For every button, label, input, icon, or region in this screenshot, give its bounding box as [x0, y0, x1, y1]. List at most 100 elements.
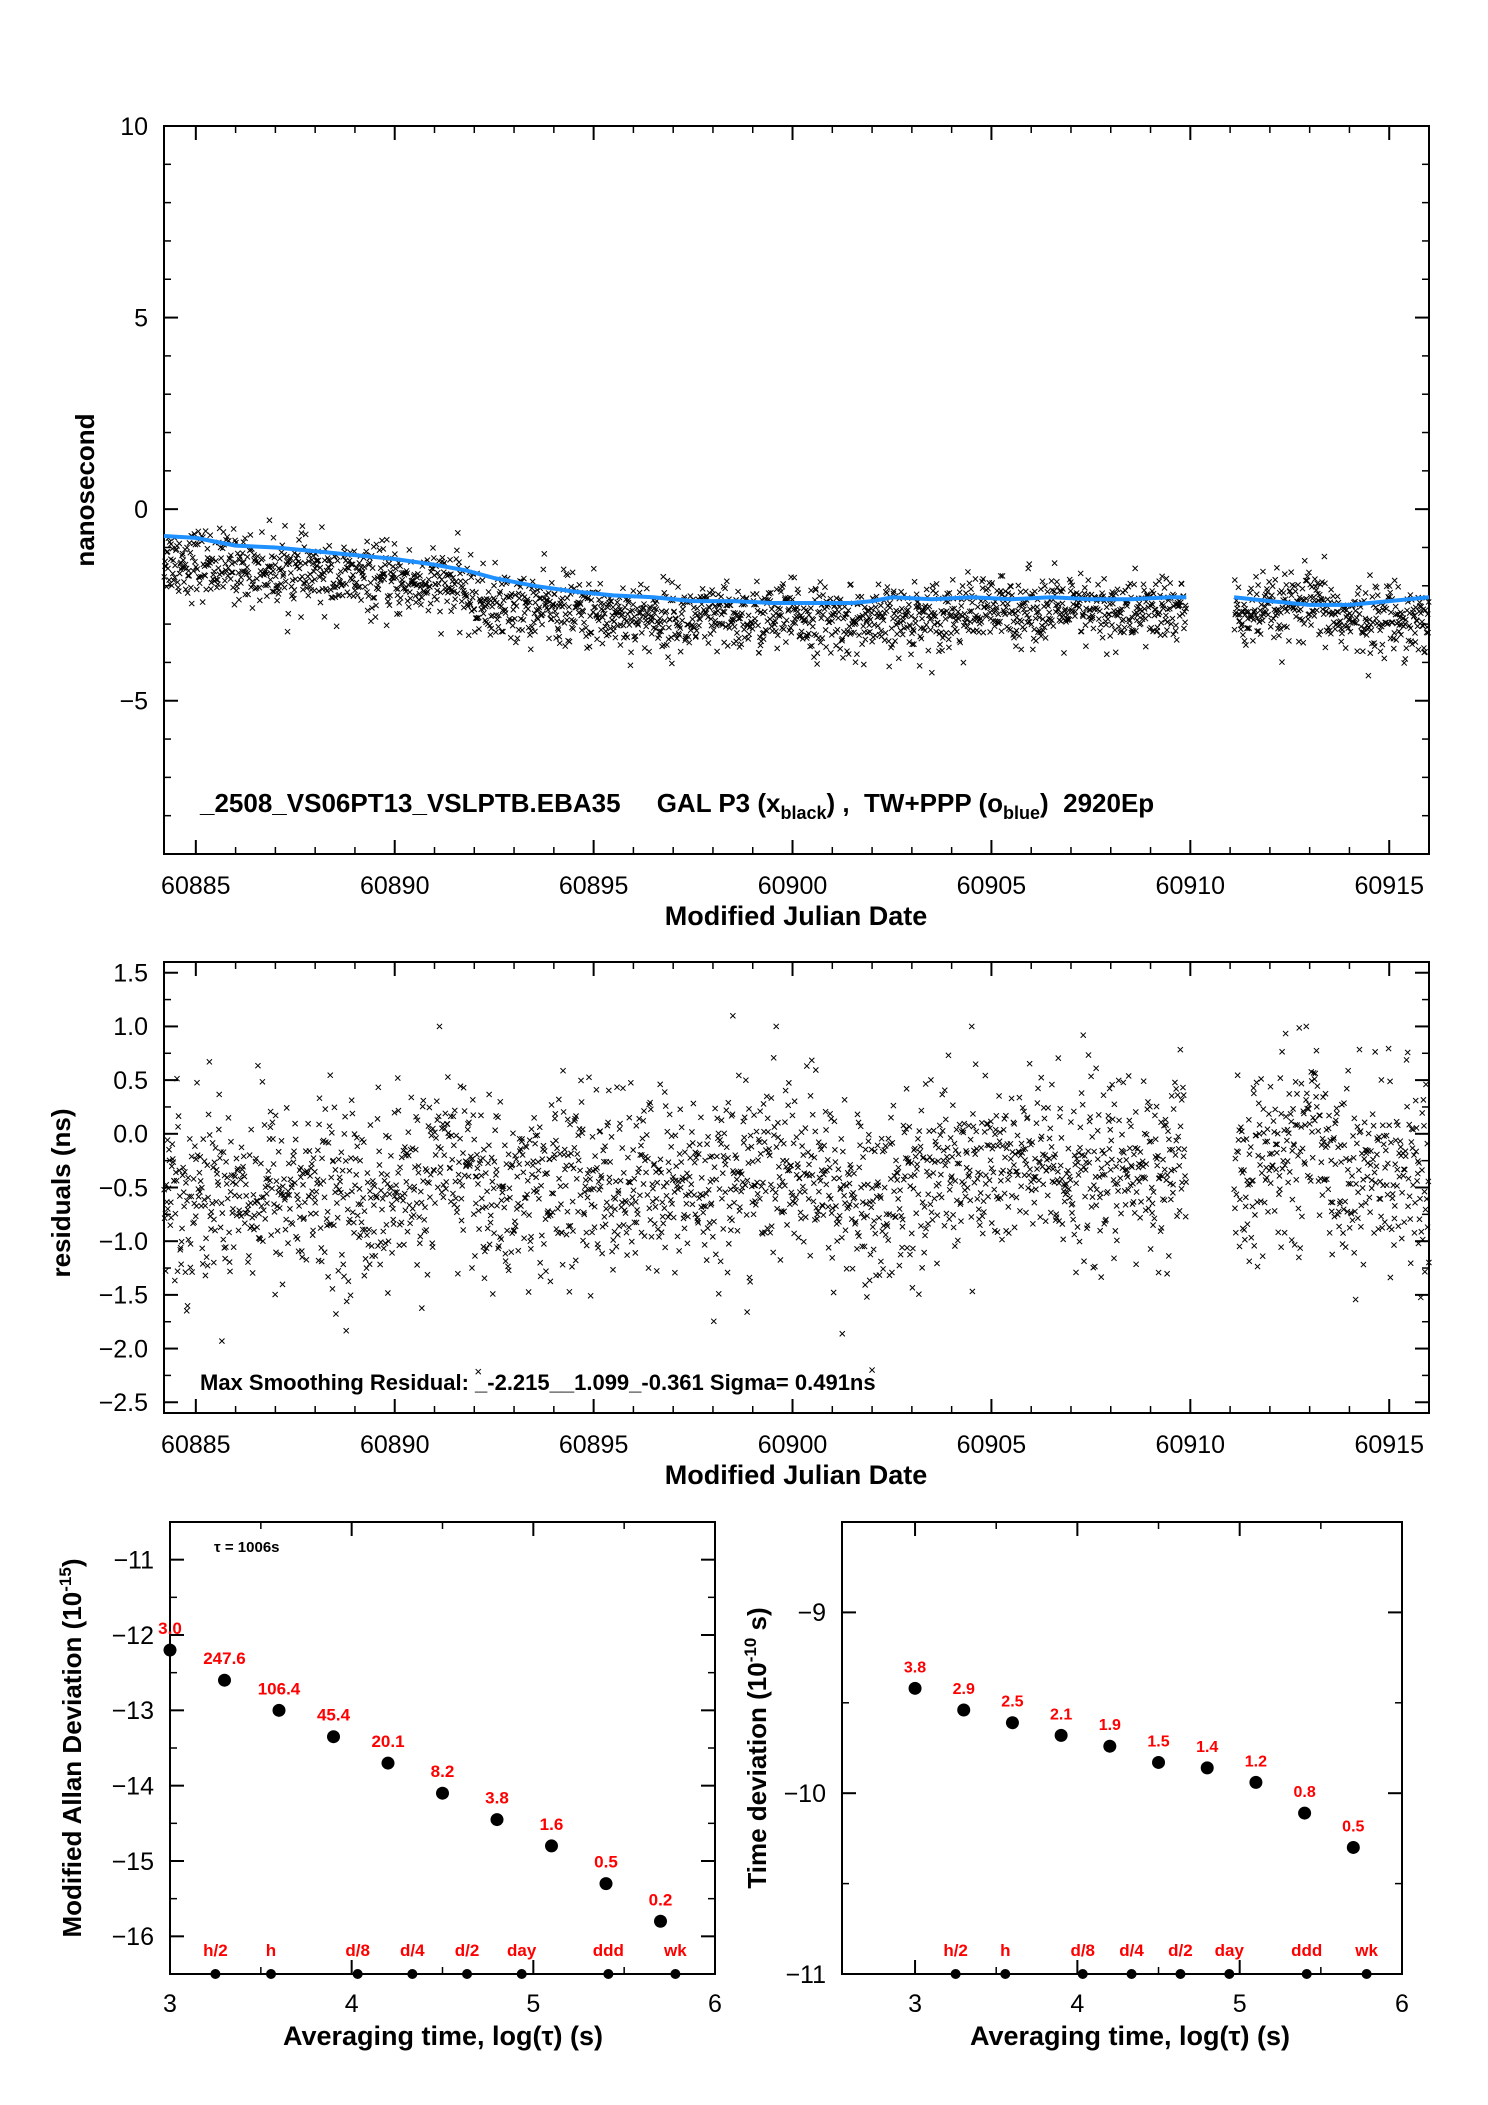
residual-point — [552, 1110, 559, 1117]
residual-point — [865, 1138, 872, 1145]
measurement-point — [999, 573, 1006, 579]
residual-point — [245, 1259, 251, 1266]
residual-point — [361, 1208, 368, 1215]
measurement-point — [956, 637, 963, 644]
residual-point — [276, 1184, 283, 1191]
measurement-point — [1112, 590, 1119, 597]
residual-point — [1069, 1209, 1075, 1216]
residual-point — [234, 1167, 241, 1174]
residual-point — [614, 1231, 621, 1238]
residual-point — [637, 1151, 644, 1158]
residual-point — [677, 1106, 684, 1113]
measurement-point — [1009, 592, 1016, 599]
residual-point — [907, 1183, 914, 1190]
measurement-point — [890, 615, 896, 622]
measurement-point — [508, 590, 515, 597]
residual-point — [931, 1195, 938, 1202]
residual-point — [223, 1180, 230, 1187]
measurement-point — [1322, 644, 1329, 651]
measurement-point — [632, 633, 639, 640]
measurement-point — [1096, 608, 1103, 615]
residual-point — [1113, 1202, 1120, 1209]
measurement-point — [172, 562, 179, 569]
measurement-point — [1299, 585, 1306, 592]
residual-point — [1236, 1196, 1243, 1203]
residual-point — [1056, 1113, 1063, 1120]
residual-point — [602, 1143, 609, 1150]
measurement-point — [818, 615, 825, 622]
measurement-point — [807, 643, 814, 650]
measurement-point — [343, 580, 350, 587]
residual-point — [967, 1197, 974, 1204]
residual-point — [1128, 1162, 1135, 1169]
residual-point — [238, 1213, 245, 1220]
measurement-point — [399, 580, 406, 587]
residual-point — [954, 1160, 961, 1167]
measurement-point — [874, 614, 881, 621]
residual-point — [615, 1190, 622, 1197]
measurement-point — [1037, 629, 1044, 636]
residual-point — [1173, 1137, 1180, 1144]
residual-point — [963, 1149, 970, 1156]
residual-point — [821, 1142, 828, 1149]
residual-point — [404, 1228, 411, 1235]
residual-point — [303, 1256, 310, 1263]
measurement-point — [1041, 624, 1048, 631]
measurement-point — [835, 608, 842, 615]
residual-point — [966, 1172, 973, 1178]
residual-point — [599, 1250, 606, 1257]
residual-point — [575, 1157, 582, 1164]
measurement-point — [256, 597, 263, 604]
residual-point — [191, 1143, 198, 1150]
residual-point — [987, 1157, 994, 1164]
residual-point — [1244, 1221, 1251, 1228]
residual-point — [211, 1159, 218, 1166]
residual-point — [263, 1200, 270, 1207]
residual-point — [724, 1269, 731, 1276]
measurement-point — [1317, 581, 1324, 588]
measurement-point — [1316, 631, 1323, 638]
residual-point — [682, 1175, 689, 1182]
measurement-point — [1114, 586, 1121, 593]
residual-point — [1169, 1189, 1176, 1196]
measurement-point — [795, 590, 802, 597]
measurement-point — [328, 561, 335, 568]
residual-point — [929, 1216, 936, 1223]
residual-point — [926, 1172, 933, 1179]
residual-point — [1174, 1092, 1181, 1099]
measurement-point — [853, 620, 859, 626]
residual-point — [571, 1144, 578, 1151]
residual-point — [1025, 1172, 1032, 1179]
deviation-point-label: 3.0 — [158, 1619, 182, 1638]
measurement-point — [512, 639, 519, 646]
residual-point — [1158, 1224, 1165, 1231]
residual-point — [344, 1191, 351, 1198]
measurement-point — [576, 581, 583, 588]
residual-point — [1258, 1075, 1265, 1082]
residual-point — [1033, 1120, 1040, 1127]
residual-point — [433, 1135, 440, 1141]
residual-point — [653, 1195, 660, 1202]
measurement-point — [953, 628, 960, 635]
residual-point — [1017, 1152, 1024, 1159]
measurement-point — [192, 541, 199, 548]
residual-point — [204, 1162, 211, 1169]
measurement-point — [1069, 608, 1076, 615]
measurement-point — [1099, 634, 1106, 641]
residual-point — [891, 1188, 898, 1195]
residual-point — [812, 1067, 819, 1073]
measurement-point — [1115, 623, 1122, 630]
measurement-point — [711, 610, 717, 617]
measurement-point — [893, 607, 900, 614]
measurement-point — [889, 641, 896, 648]
measurement-point — [1322, 608, 1329, 615]
residual-point — [782, 1119, 788, 1126]
residual-point — [220, 1149, 227, 1156]
residual-point — [1246, 1151, 1253, 1158]
residual-point — [412, 1164, 418, 1171]
residual-point — [727, 1186, 734, 1193]
residual-point — [1245, 1116, 1252, 1123]
residual-point — [228, 1172, 235, 1179]
residual-point — [587, 1292, 594, 1299]
residual-point — [519, 1151, 526, 1158]
